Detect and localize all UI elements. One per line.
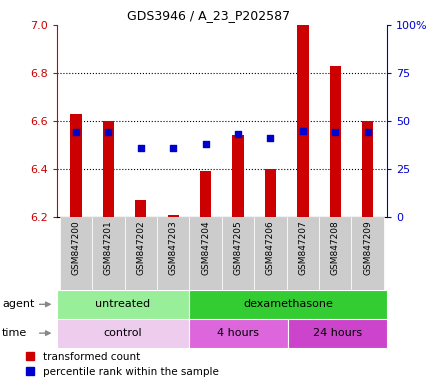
Title: GDS3946 / A_23_P202587: GDS3946 / A_23_P202587 — [127, 9, 289, 22]
Bar — [124, 217, 157, 290]
Bar — [56, 290, 188, 319]
Bar — [254, 217, 286, 290]
Bar — [287, 319, 386, 348]
Bar — [157, 217, 189, 290]
Text: untreated: untreated — [95, 299, 150, 310]
Text: GSM847207: GSM847207 — [298, 220, 307, 275]
Text: GSM847209: GSM847209 — [362, 220, 372, 275]
Bar — [102, 121, 114, 217]
Bar — [56, 319, 188, 348]
Text: GSM847200: GSM847200 — [71, 220, 80, 275]
Bar — [200, 171, 211, 217]
Bar — [188, 290, 386, 319]
Text: GSM847204: GSM847204 — [201, 220, 210, 275]
Text: GSM847205: GSM847205 — [233, 220, 242, 275]
Text: GSM847206: GSM847206 — [265, 220, 274, 275]
Text: control: control — [103, 328, 141, 338]
Point — [234, 131, 241, 137]
Bar — [70, 114, 82, 217]
Point — [331, 129, 338, 136]
Bar — [221, 217, 254, 290]
Bar — [264, 169, 276, 217]
Point — [202, 141, 209, 147]
Text: GSM847202: GSM847202 — [136, 220, 145, 275]
Text: time: time — [2, 328, 27, 338]
Point — [299, 127, 306, 134]
Bar — [319, 217, 351, 290]
Text: GSM847201: GSM847201 — [104, 220, 113, 275]
Bar — [296, 25, 308, 217]
Legend: transformed count, percentile rank within the sample: transformed count, percentile rank withi… — [22, 348, 222, 381]
Bar — [135, 200, 146, 217]
Point — [169, 145, 176, 151]
Text: 4 hours: 4 hours — [217, 328, 259, 338]
Bar — [189, 217, 221, 290]
Bar — [351, 217, 383, 290]
Bar — [167, 215, 178, 217]
Text: GSM847203: GSM847203 — [168, 220, 178, 275]
Text: GSM847208: GSM847208 — [330, 220, 339, 275]
Bar — [188, 319, 287, 348]
Point — [105, 129, 112, 136]
Point — [363, 129, 370, 136]
Text: dexamethasone: dexamethasone — [243, 299, 332, 310]
Bar — [92, 217, 124, 290]
Point — [72, 129, 79, 136]
Point — [137, 145, 144, 151]
Bar — [232, 136, 243, 217]
Bar — [329, 66, 340, 217]
Text: 24 hours: 24 hours — [312, 328, 361, 338]
Bar — [286, 217, 319, 290]
Bar — [59, 217, 92, 290]
Bar — [361, 121, 372, 217]
Text: agent: agent — [2, 299, 34, 310]
Point — [266, 135, 273, 141]
